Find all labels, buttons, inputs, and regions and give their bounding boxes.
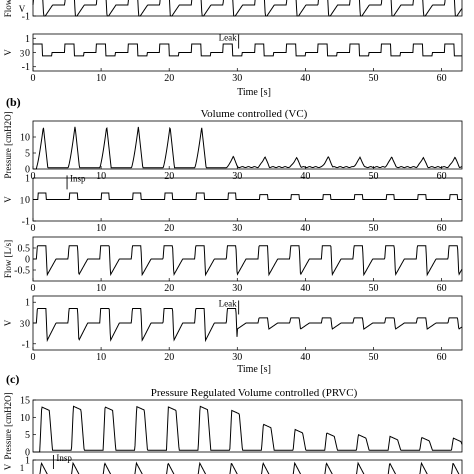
b-v2-xtick-label-0: 0: [31, 283, 36, 294]
b-v3-xtick-label-2: 20: [164, 352, 174, 363]
c-pressure-series-0: [33, 405, 463, 453]
b-pressure-xtick-label-5: 50: [368, 171, 378, 182]
panel-b-letter: (b): [6, 95, 21, 109]
c-v1-axes-frame: [32, 459, 463, 474]
b-v1-xtick-label-6: 60: [437, 223, 447, 234]
b-v1-xtick-label-4: 40: [300, 223, 310, 234]
b-pressure-axes-frame: [32, 120, 463, 170]
b-v3-annotation-0: Leak: [219, 298, 237, 308]
c-pressure-axes-frame: [32, 399, 463, 453]
a-v3-xtick-label-2: 20: [164, 73, 174, 84]
b-v3-ylabel-sub: 3: [20, 319, 25, 329]
b-pressure-series-0: [33, 126, 463, 170]
a-v3-ytick-label-0: 1: [25, 34, 30, 45]
panel-c-letter: (c): [6, 372, 19, 386]
b-pressure-xtick-label-1: 10: [96, 171, 106, 182]
c-v1-ylabel-sub: 1: [20, 463, 25, 473]
c-pressure-ylabel: Pressure [cmH2O]: [3, 392, 13, 459]
a-v3-ytick-label-1: 0: [25, 48, 30, 59]
a-flow-tail-axes-frame: [32, 0, 463, 17]
b-v3-xtick-label-1: 10: [96, 352, 106, 363]
c-v1-ytick-label-0: 1: [25, 456, 30, 467]
c-pressure-ytick-label-0: 15: [20, 396, 30, 407]
b-v1-xtick-label-0: 0: [31, 223, 36, 234]
a-flow-tail-ytick-label-0: -1: [22, 12, 30, 23]
top-x-axis-label: Time [s]: [237, 87, 271, 98]
b-v2-xtick-label-5: 50: [368, 283, 378, 294]
a-v3-xtick-label-0: 0: [31, 73, 36, 84]
a-v3-xtick-label-6: 60: [437, 73, 447, 84]
b-v1-xtick-label-5: 50: [368, 223, 378, 234]
b-v1-xtick-label-3: 30: [232, 223, 242, 234]
b-v2-ylabel: Flow [L/s]: [3, 240, 13, 278]
panel-c-title: Pressure Regulated Volume controlled (PR…: [151, 387, 358, 399]
b-v3-xtick-label-6: 60: [437, 352, 447, 363]
b-v3-ytick-label-0: 1: [25, 298, 30, 309]
a-v3-annotation-0: Leak: [219, 33, 237, 43]
c-pressure-ytick-label-3: 0: [25, 448, 30, 459]
b-pressure-ytick-label-1: 5: [25, 149, 30, 160]
b-pressure-xtick-label-4: 40: [300, 171, 310, 182]
b-v2-xtick-label-2: 20: [164, 283, 174, 294]
b-v1-annotation-0: Insp: [70, 173, 86, 183]
b-v2-xtick-label-3: 30: [232, 283, 242, 294]
b-v1-ylabel: V: [3, 196, 13, 203]
b-v1-series-0: [33, 192, 462, 200]
b-v3-series-0: [33, 307, 463, 343]
b-v1-ylabel-sub: 1: [20, 196, 25, 206]
a-v3-ylabel: V: [3, 49, 13, 56]
b-v1-ytick-label-2: -1: [22, 217, 30, 228]
b-pressure-ylabel: Pressure [cmH2O]: [3, 111, 13, 178]
c-pressure-ytick-label-1: 10: [20, 413, 30, 424]
b-v2-xtick-label-4: 40: [300, 283, 310, 294]
c-v1-annotation-0: Insp: [56, 453, 72, 463]
b-pressure-xtick-label-2: 20: [164, 171, 174, 182]
b-v3-xtick-label-4: 40: [300, 352, 310, 363]
b-v3-xtick-label-3: 30: [232, 352, 242, 363]
b-pressure-xtick-label-0: 0: [31, 171, 36, 182]
a-flow-tail-ylabel-sub: V: [19, 4, 26, 14]
b-v3-xtick-label-0: 0: [31, 352, 36, 363]
c-v1-series-0: [39, 461, 460, 474]
b-v3-ylabel: V: [3, 319, 13, 326]
a-v3-series-0: [33, 43, 462, 57]
a-v3-xtick-label-1: 10: [96, 73, 106, 84]
b-v1-xtick-label-1: 10: [96, 223, 106, 234]
b-v2-xtick-label-6: 60: [437, 283, 447, 294]
b-pressure-xtick-label-6: 60: [437, 171, 447, 182]
b-x-axis-label: Time [s]: [237, 364, 271, 375]
c-pressure-ytick-label-2: 5: [25, 430, 30, 441]
b-v1-ytick-label-0: 1: [25, 174, 30, 185]
b-v3-ytick-label-1: 0: [25, 319, 30, 330]
b-v1-ytick-label-1: 0: [25, 195, 30, 206]
a-flow-tail-series-0: [32, 0, 463, 17]
b-v2-ytick-label-2: -0.5: [14, 266, 30, 277]
b-v3-ytick-label-2: -1: [22, 339, 30, 350]
panel-b-title: Volume controlled (VC): [201, 108, 308, 120]
a-v3-xtick-label-3: 30: [232, 73, 242, 84]
b-v1-xtick-label-2: 20: [164, 223, 174, 234]
b-v2-ytick-label-0: 0.5: [18, 244, 31, 255]
a-flow-tail-ylabel: Flow: [3, 0, 13, 17]
a-v3-xtick-label-5: 50: [368, 73, 378, 84]
b-v3-xtick-label-5: 50: [368, 352, 378, 363]
a-v3-xtick-label-4: 40: [300, 73, 310, 84]
b-pressure-xtick-label-3: 30: [232, 171, 242, 182]
a-v3-ylabel-sub: 3: [20, 49, 25, 59]
b-v2-series-0: [33, 245, 463, 277]
c-v1-ylabel: V: [3, 463, 13, 470]
b-v2-ytick-label-1: 0: [25, 255, 30, 266]
b-v2-xtick-label-1: 10: [96, 283, 106, 294]
b-pressure-ytick-label-0: 10: [20, 133, 30, 144]
a-v3-ytick-label-2: -1: [22, 62, 30, 73]
b-pressure-ytick-label-2: 0: [25, 165, 30, 176]
